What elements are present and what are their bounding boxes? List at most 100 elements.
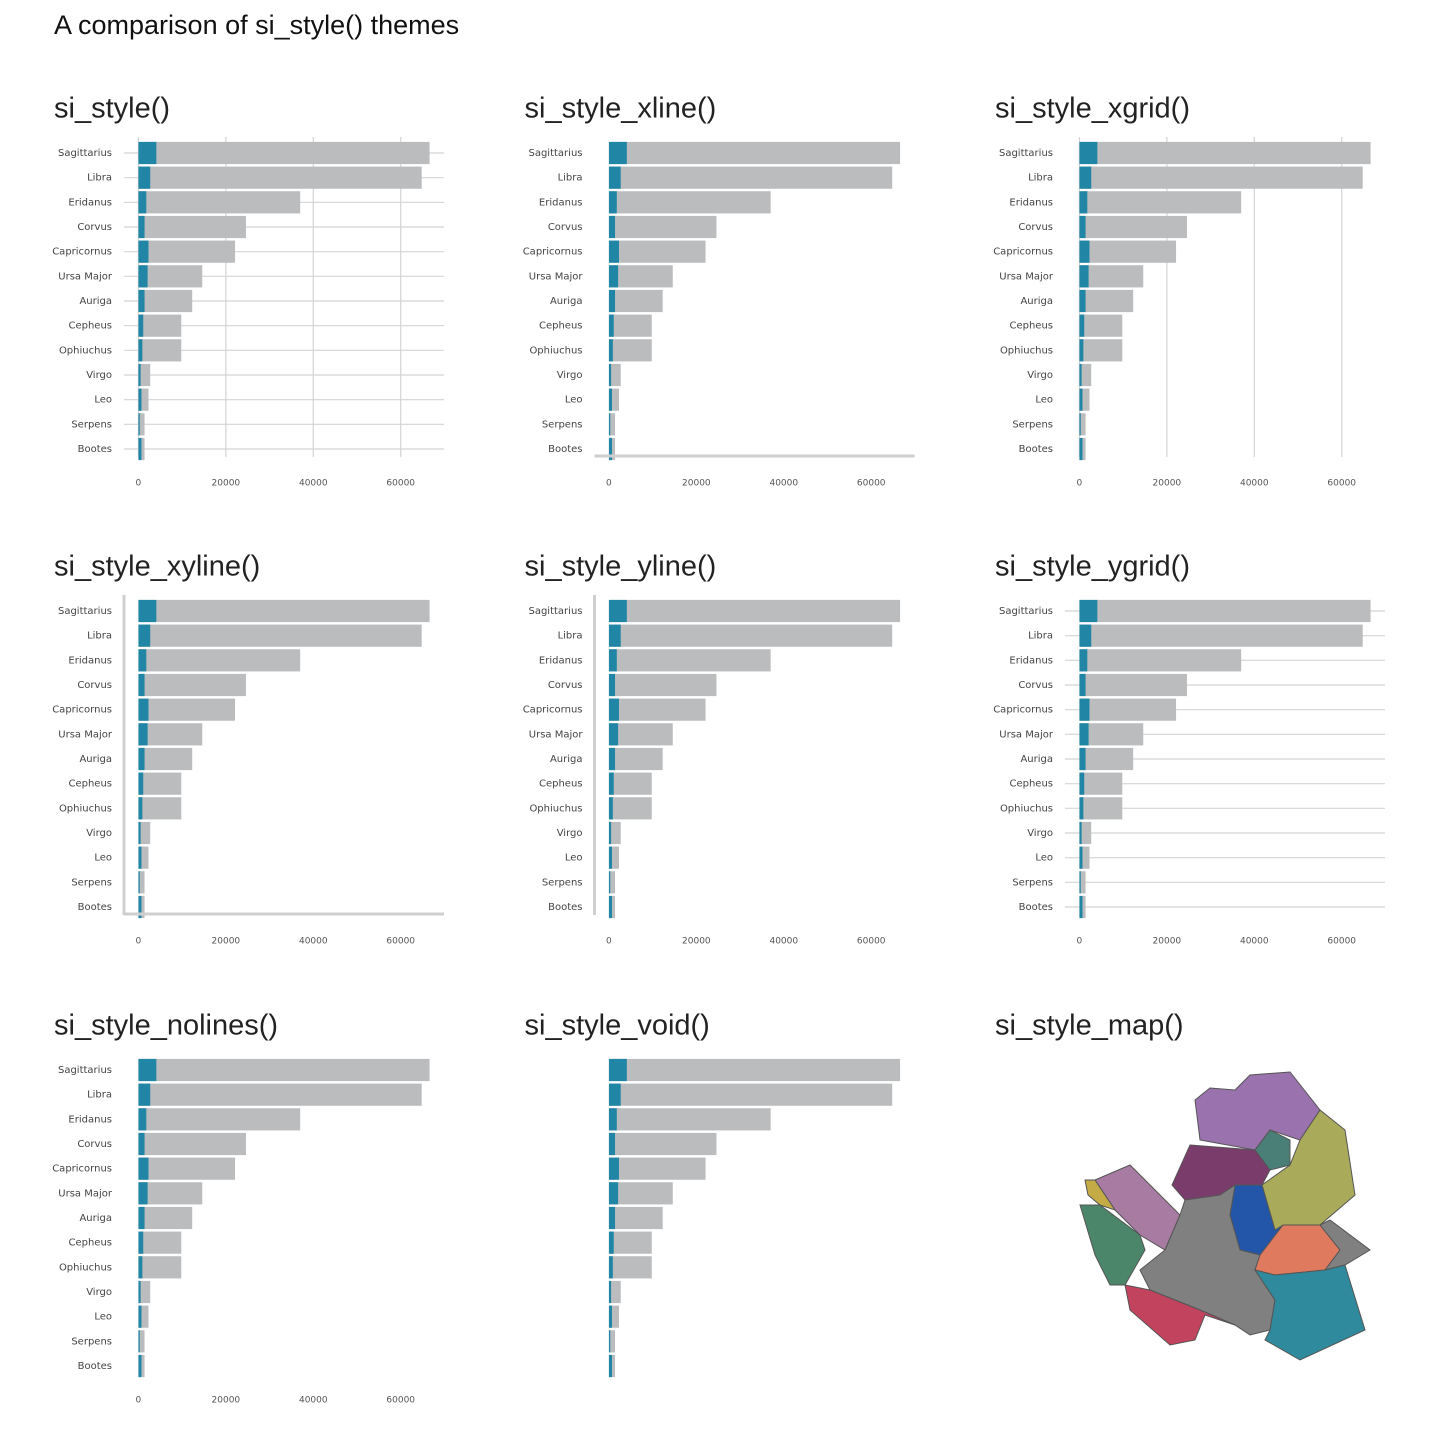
bar bbox=[1079, 141, 1371, 165]
y-tick-label: Libra bbox=[558, 173, 583, 184]
bar bbox=[608, 1157, 619, 1180]
bar bbox=[138, 1058, 430, 1082]
bar bbox=[138, 314, 144, 337]
bar bbox=[608, 1108, 771, 1131]
bar bbox=[138, 191, 301, 214]
bar bbox=[608, 1206, 616, 1230]
bar bbox=[608, 265, 673, 288]
bar bbox=[1079, 673, 1187, 697]
panel-title: si_style_map() bbox=[995, 1010, 1184, 1042]
y-tick-label: Cepheus bbox=[539, 321, 583, 332]
y-tick-label: Ursa Major bbox=[58, 271, 113, 282]
bar bbox=[1079, 339, 1084, 362]
bar bbox=[138, 599, 157, 623]
bar bbox=[138, 141, 430, 165]
x-tick-label: 60000 bbox=[857, 937, 886, 947]
y-tick-label: Capricornus bbox=[993, 705, 1053, 716]
x-tick-label: 40000 bbox=[299, 479, 328, 489]
bar bbox=[1079, 289, 1134, 313]
bar bbox=[608, 772, 652, 795]
bar bbox=[608, 1083, 893, 1106]
y-tick-label: Sagittarius bbox=[999, 148, 1053, 159]
bar bbox=[138, 413, 140, 436]
y-tick-label: Auriga bbox=[79, 1213, 112, 1224]
bar bbox=[1079, 895, 1083, 919]
bar bbox=[138, 624, 151, 647]
y-tick-label: Auriga bbox=[550, 296, 583, 307]
bar bbox=[138, 1182, 148, 1205]
y-tick-label: Sagittarius bbox=[528, 148, 582, 159]
y-tick-label: Sagittarius bbox=[999, 606, 1053, 617]
x-tick-label: 0 bbox=[606, 479, 612, 489]
map-region bbox=[1253, 1264, 1366, 1361]
bar bbox=[608, 240, 706, 263]
bar bbox=[608, 1132, 616, 1156]
bar bbox=[138, 166, 422, 189]
bar bbox=[1079, 599, 1371, 623]
bar bbox=[138, 846, 142, 869]
bar bbox=[608, 747, 616, 771]
bar bbox=[1079, 797, 1123, 820]
x-tick-label: 0 bbox=[136, 479, 142, 489]
y-tick-label: Bootes bbox=[78, 444, 112, 455]
bar bbox=[138, 388, 142, 411]
bar bbox=[138, 797, 143, 820]
bar bbox=[1079, 871, 1081, 894]
y-tick-label: Eridanus bbox=[539, 197, 583, 208]
x-tick-label: 20000 bbox=[212, 937, 241, 947]
x-tick-label: 60000 bbox=[386, 937, 415, 947]
bar bbox=[608, 1330, 611, 1353]
bar bbox=[138, 723, 148, 746]
bar bbox=[1079, 265, 1144, 288]
bar bbox=[608, 1231, 652, 1254]
y-tick-label: Eridanus bbox=[68, 1114, 112, 1125]
y-tick-label: Ophiuchus bbox=[59, 345, 112, 356]
y-tick-label: Ophiuchus bbox=[1000, 345, 1053, 356]
bar bbox=[608, 624, 621, 647]
bar bbox=[1079, 747, 1086, 771]
bar bbox=[138, 698, 149, 721]
x-tick-label: 20000 bbox=[682, 937, 711, 947]
bar bbox=[138, 339, 143, 362]
y-tick-label: Capricornus bbox=[52, 705, 112, 716]
bar bbox=[1079, 191, 1242, 214]
map-region bbox=[1124, 1284, 1236, 1346]
bar bbox=[608, 388, 619, 411]
bar bbox=[138, 846, 149, 869]
bar bbox=[138, 723, 203, 746]
bar bbox=[138, 141, 157, 165]
y-tick-label: Bootes bbox=[548, 902, 582, 913]
y-tick-label: Corvus bbox=[548, 680, 583, 691]
bar bbox=[608, 895, 612, 919]
bar bbox=[608, 1058, 901, 1082]
y-tick-label: Capricornus bbox=[993, 247, 1053, 258]
bar bbox=[138, 772, 144, 795]
bar bbox=[608, 599, 627, 623]
bar bbox=[138, 673, 246, 697]
bar bbox=[138, 388, 149, 411]
y-tick-label: Virgo bbox=[86, 370, 112, 381]
y-tick-label: Serpens bbox=[1012, 877, 1053, 888]
bar bbox=[1079, 413, 1086, 436]
y-tick-label: Virgo bbox=[557, 370, 583, 381]
y-tick-label: Serpens bbox=[71, 419, 112, 430]
bar bbox=[1079, 191, 1088, 214]
y-tick-label: Virgo bbox=[557, 828, 583, 839]
bar bbox=[138, 747, 193, 771]
bar bbox=[138, 240, 149, 263]
bar bbox=[1079, 215, 1187, 239]
x-tick-label: 20000 bbox=[1153, 937, 1182, 947]
bar bbox=[608, 141, 901, 165]
bar bbox=[1079, 772, 1085, 795]
bar bbox=[138, 1206, 193, 1230]
bar bbox=[138, 1132, 145, 1156]
bar bbox=[608, 1108, 617, 1131]
y-tick-label: Serpens bbox=[542, 877, 583, 888]
bar bbox=[1079, 723, 1144, 746]
bar bbox=[138, 1206, 145, 1230]
bar bbox=[608, 624, 893, 647]
bar bbox=[138, 1256, 182, 1279]
bar bbox=[608, 289, 616, 313]
y-tick-label: Ophiuchus bbox=[1000, 803, 1053, 814]
bar bbox=[1079, 363, 1082, 387]
